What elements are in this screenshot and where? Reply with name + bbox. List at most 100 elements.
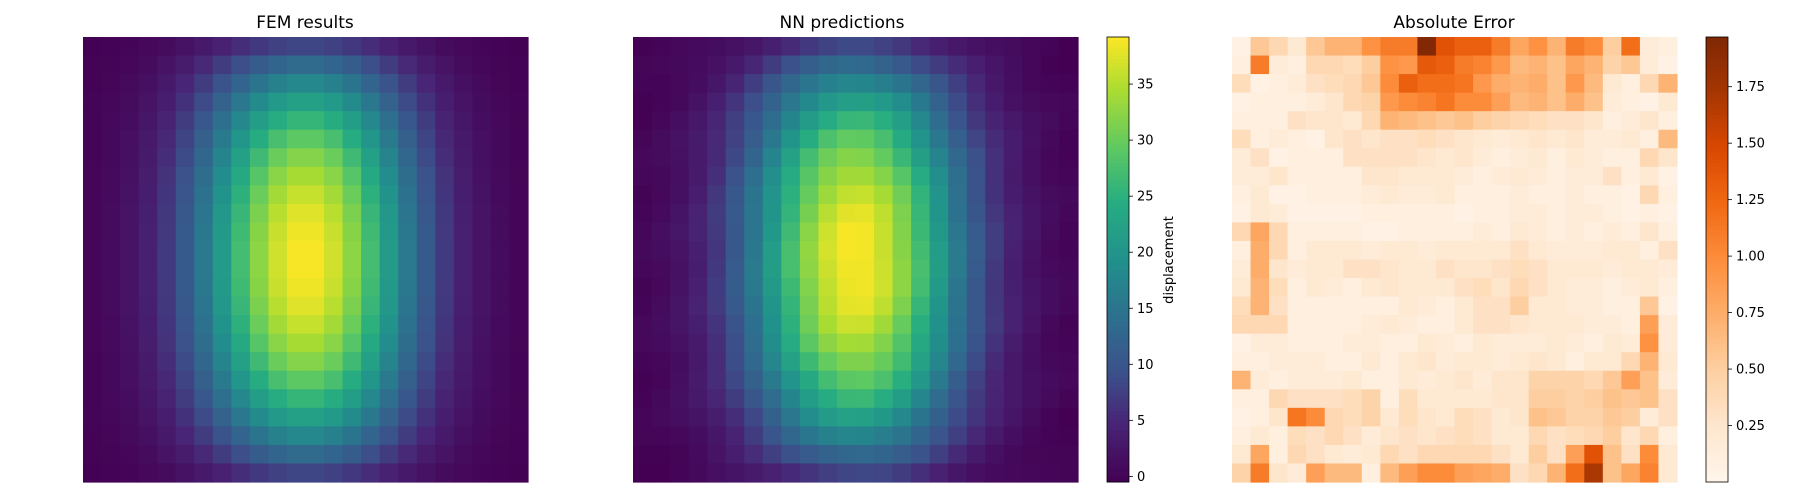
heatmap-cell xyxy=(453,278,473,298)
heatmap-cell xyxy=(138,370,158,390)
heatmap-cell xyxy=(1510,148,1530,168)
heatmap-cell xyxy=(305,278,325,298)
heatmap-cell xyxy=(985,278,1005,298)
heatmap-cell xyxy=(1565,129,1585,149)
heatmap-cell xyxy=(1287,444,1307,465)
heatmap-cell xyxy=(855,259,875,279)
colorbar-gradient-step xyxy=(1706,248,1728,253)
heatmap-cell xyxy=(633,148,653,168)
heatmap-cell xyxy=(1584,389,1604,409)
heatmap-cell xyxy=(1269,148,1289,168)
colorbar-gradient-step xyxy=(1107,474,1129,479)
heatmap-cell xyxy=(305,333,325,353)
heatmap-cell xyxy=(194,37,214,57)
heatmap-cell xyxy=(1324,389,1344,409)
colorbar-gradient-step xyxy=(1107,111,1129,116)
heatmap-cell xyxy=(1250,74,1270,94)
heatmap-cell xyxy=(688,333,708,353)
heatmap-cell xyxy=(361,389,381,409)
colorbar-gradient-step xyxy=(1107,233,1129,238)
heatmap-cell xyxy=(892,74,912,94)
colorbar-gradient-step xyxy=(1706,226,1728,231)
heatmap-cell xyxy=(175,148,195,168)
heatmap-cell xyxy=(818,296,838,316)
heatmap-cell xyxy=(1361,333,1381,353)
colorbar-gradient-step xyxy=(1107,96,1129,101)
heatmap-cell xyxy=(911,111,931,131)
heatmap-cell xyxy=(1602,37,1622,57)
heatmap-cell xyxy=(948,315,968,335)
colorbar-gradient-step xyxy=(1706,66,1728,71)
heatmap-cell xyxy=(762,426,782,446)
heatmap-cell xyxy=(670,55,690,75)
heatmap-cell xyxy=(707,278,727,298)
heatmap-cell xyxy=(818,370,838,390)
heatmap-cell xyxy=(101,148,121,168)
heatmap-cell xyxy=(472,74,492,94)
colorbar-label: displacement xyxy=(1162,216,1177,304)
heatmap-cell xyxy=(1565,333,1585,353)
heatmap-cell xyxy=(985,240,1005,261)
heatmap-cell xyxy=(985,111,1005,131)
heatmap-cell xyxy=(744,185,764,205)
heatmap-cell xyxy=(1343,166,1363,186)
heatmap-cell xyxy=(305,92,325,112)
heatmap-cell xyxy=(416,203,436,224)
heatmap-cell xyxy=(1022,333,1042,353)
heatmap-cell xyxy=(985,463,1005,483)
heatmap-cell xyxy=(1454,203,1474,224)
heatmap-cell xyxy=(948,389,968,409)
heatmap-cell xyxy=(929,92,949,112)
heatmap-cell xyxy=(1435,315,1456,335)
heatmap-cell xyxy=(138,296,158,316)
heatmap-cell xyxy=(1547,426,1567,446)
heatmap-cell xyxy=(911,407,931,427)
heatmap-cell xyxy=(1621,74,1641,94)
heatmap-cell xyxy=(948,166,968,186)
heatmap-cell xyxy=(966,389,986,409)
colorbar-gradient-step xyxy=(1706,88,1728,94)
heatmap-cell xyxy=(1547,278,1567,298)
heatmap-cell xyxy=(1602,203,1622,224)
heatmap-cell xyxy=(1232,111,1252,131)
heatmap-cell xyxy=(101,444,121,465)
heatmap-cell xyxy=(1232,407,1252,427)
heatmap-cell xyxy=(688,463,708,483)
colorbar-gradient-step xyxy=(1706,393,1728,398)
heatmap-cell xyxy=(1528,203,1548,224)
heatmap-cell xyxy=(818,426,838,446)
heatmap-cell xyxy=(1306,352,1326,372)
heatmap-cell xyxy=(725,55,745,75)
heatmap-cell xyxy=(268,296,288,316)
colorbar-tick-label: 20 xyxy=(1137,246,1154,261)
heatmap-cell xyxy=(1003,240,1023,261)
heatmap-cell xyxy=(1361,129,1381,149)
heatmap-cell xyxy=(1435,222,1456,242)
heatmap-cell xyxy=(781,185,801,205)
heatmap-cell xyxy=(818,463,838,483)
heatmap-cell xyxy=(120,259,140,279)
heatmap-cell xyxy=(1473,166,1493,186)
colorbar-gradient-step xyxy=(1706,437,1728,442)
heatmap-cell xyxy=(1547,240,1567,261)
heatmap-cell xyxy=(1380,240,1400,261)
heatmap-cell xyxy=(985,37,1005,57)
heatmap-cell xyxy=(707,259,727,279)
heatmap-cell xyxy=(453,315,473,335)
heatmap-cell xyxy=(1250,222,1270,242)
heatmap-cell xyxy=(1639,129,1660,149)
heatmap-cell xyxy=(1435,352,1456,372)
heatmap-cell xyxy=(1602,185,1622,205)
colorbar-gradient-step xyxy=(1107,415,1129,420)
heatmap-cell xyxy=(342,240,362,261)
heatmap-cell xyxy=(490,166,511,186)
heatmap-cell xyxy=(509,203,529,224)
heatmap-cell xyxy=(1417,407,1437,427)
colorbar-gradient-step xyxy=(1706,96,1728,101)
heatmap-cell xyxy=(472,259,492,279)
heatmap-cell xyxy=(1022,463,1042,483)
heatmap-cell xyxy=(101,407,121,427)
colorbar-gradient-step xyxy=(1706,170,1728,175)
heatmap-cell xyxy=(138,92,158,112)
